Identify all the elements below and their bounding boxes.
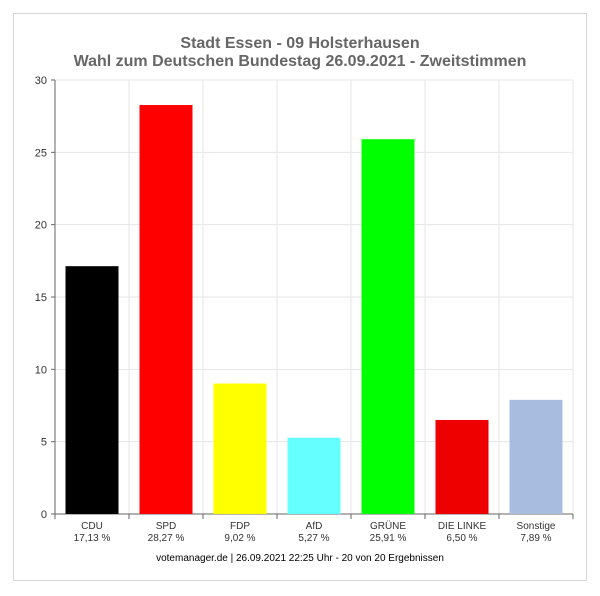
x-value-label: 7,89 % (520, 533, 551, 544)
bar-fdp[interactable] (213, 383, 267, 514)
x-category-label: AfD (306, 521, 323, 532)
x-category-label: SPD (156, 521, 177, 532)
y-tick-label: 5 (41, 437, 47, 449)
y-tick-label: 15 (35, 292, 47, 304)
x-category-label: GRÜNE (370, 520, 406, 532)
x-category-label: DIE LINKE (438, 521, 487, 532)
footer-source: votemanager.de | 26.09.2021 22:25 Uhr - … (156, 553, 444, 564)
bar-spd[interactable] (139, 105, 193, 514)
y-tick-label: 10 (35, 364, 47, 376)
y-tick-label: 0 (41, 509, 47, 521)
bar-sonstige[interactable] (509, 399, 563, 514)
x-value-label: 25,91 % (370, 533, 407, 544)
bar-afd[interactable] (287, 437, 341, 514)
chart-subtitle: Wahl zum Deutschen Bundestag 26.09.2021 … (73, 53, 527, 70)
bars (65, 105, 563, 514)
x-value-label: 17,13 % (74, 533, 111, 544)
y-tick-label: 20 (35, 220, 47, 232)
x-value-label: 5,27 % (298, 533, 329, 544)
x-value-label: 9,02 % (224, 533, 255, 544)
x-category-label: Sonstige (517, 521, 556, 532)
bar-cdu[interactable] (65, 266, 119, 514)
bar-grüne[interactable] (361, 139, 415, 514)
chart-title: Stadt Essen - 09 Holsterhausen (180, 35, 420, 52)
x-value-label: 28,27 % (148, 533, 185, 544)
y-tick-label: 30 (35, 75, 47, 87)
y-tick-label: 25 (35, 147, 47, 159)
bar-die-linke[interactable] (435, 419, 489, 514)
x-value-label: 6,50 % (446, 533, 477, 544)
x-category-label: CDU (81, 521, 103, 532)
x-category-label: FDP (230, 521, 250, 532)
